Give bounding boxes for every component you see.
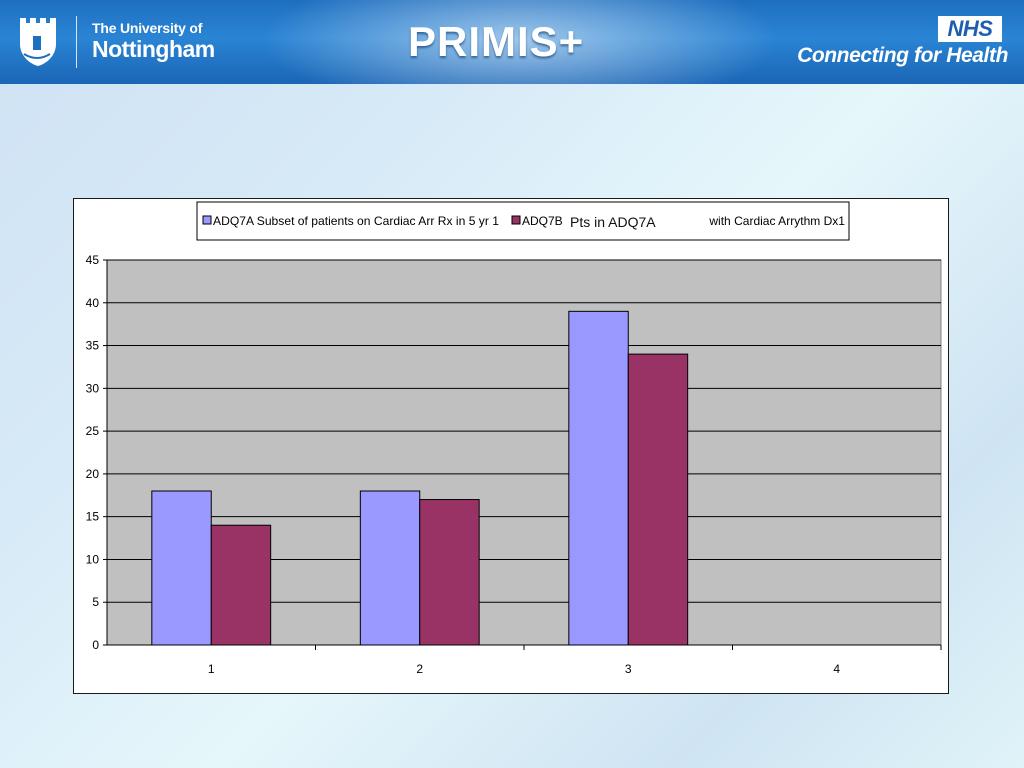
bar-series-2-category-3	[627, 353, 689, 646]
y-tick-label: 40	[86, 296, 100, 310]
y-tick-label: 30	[86, 381, 100, 395]
bar-series-1-category-3	[568, 310, 629, 646]
legend-label-series-1: ADQ7A Subset of patients on Cardiac Arr …	[213, 214, 499, 228]
logo-divider	[76, 16, 77, 68]
y-tick-label: 10	[86, 552, 100, 566]
y-tick-label: 0	[92, 638, 99, 652]
x-tick-label: 2	[416, 662, 423, 676]
x-tick-label: 4	[833, 662, 840, 676]
y-tick-label: 45	[86, 253, 100, 267]
legend-swatch-series-1	[202, 215, 212, 225]
header-banner: The University of Nottingham PRIMIS+ NHS…	[0, 0, 1024, 84]
x-tick-label: 1	[208, 662, 215, 676]
y-tick-label: 5	[92, 595, 99, 609]
bar-series-1-category-2	[359, 490, 421, 646]
university-name-line2: Nottingham	[92, 36, 215, 62]
bar-series-2-category-1	[210, 524, 272, 646]
legend-box	[196, 201, 850, 241]
university-logo[interactable]: The University of Nottingham	[16, 14, 215, 72]
header-glow	[240, 0, 800, 84]
nhs-badge: NHS	[938, 16, 1002, 42]
university-name-line1: The University of	[92, 20, 203, 36]
nhs-logo[interactable]: NHS Connecting for Health	[778, 14, 1008, 70]
overlay-label: Pts in ADQ7A	[566, 211, 706, 233]
castle-crest-icon	[20, 18, 56, 66]
x-tick-label: 3	[625, 662, 632, 676]
y-tick-label: 35	[86, 339, 100, 353]
bar-series-1-category-1	[151, 490, 212, 646]
y-tick-label: 20	[86, 467, 100, 481]
legend-swatch-series-2	[511, 215, 521, 225]
primis-logo[interactable]: PRIMIS+	[408, 18, 585, 65]
y-tick-label: 15	[86, 510, 100, 524]
legend-label-series-2: ADQ7B	[522, 214, 563, 228]
bar-series-2-category-2	[419, 499, 480, 646]
legend-label-tail: r with Cardiac Arrythm Dx1	[702, 214, 845, 228]
bar-chart: 0 5 10 15 20 25 30 35 40 45 1 2 3 4 ADQ7A Subset of pa…	[86, 201, 942, 676]
nhs-tagline: Connecting for Health	[797, 44, 1008, 67]
y-tick-label: 25	[86, 424, 100, 438]
